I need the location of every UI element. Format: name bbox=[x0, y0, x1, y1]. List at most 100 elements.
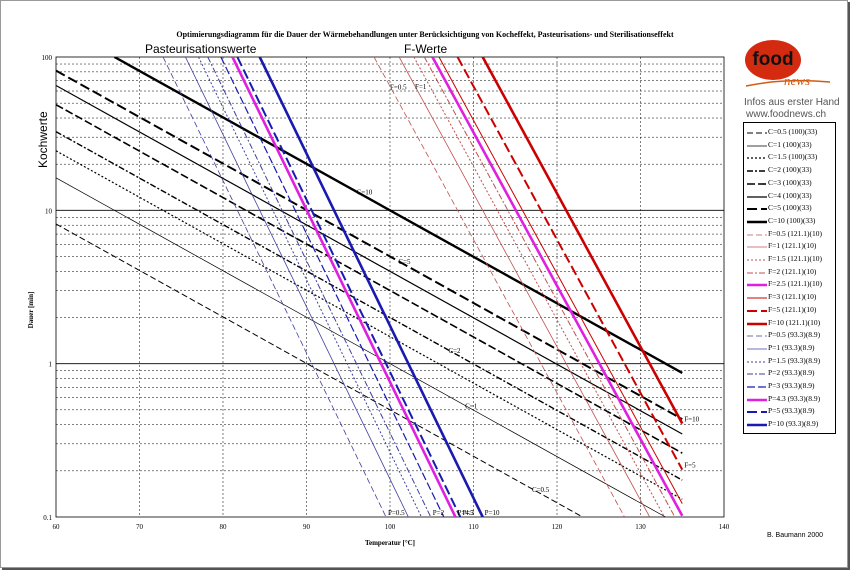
series-inline-label: F=5 bbox=[684, 462, 696, 470]
x-axis-label: Temperatur [°C] bbox=[365, 539, 415, 547]
legend-item: F=2 (121.1)(10) bbox=[744, 266, 835, 279]
legend-swatch bbox=[747, 297, 767, 299]
legend-item: P=1.5 (93.3)(8.9) bbox=[744, 355, 835, 368]
legend-item: C=1.5 (100)(33) bbox=[744, 151, 835, 164]
legend-label: P=3 (93.3)(8.9) bbox=[768, 381, 815, 390]
legend-item: P=10 (93.3)(8.9) bbox=[744, 418, 835, 431]
legend-swatch bbox=[747, 361, 767, 363]
legend-label: P=10 (93.3)(8.9) bbox=[768, 419, 819, 429]
legend-item: C=3 (100)(33) bbox=[744, 177, 835, 190]
legend-item: F=0.5 (121.1)(10) bbox=[744, 228, 835, 241]
legend-label: C=2 (100)(33) bbox=[768, 165, 812, 175]
series-inline-label: P=0.5 bbox=[388, 509, 405, 517]
legend-item: C=10 (100)(33) bbox=[744, 215, 835, 228]
legend-swatch bbox=[747, 309, 767, 312]
legend-label: F=2.5 (121.1)(10) bbox=[768, 279, 823, 289]
legend-item: P=3 (93.3)(8.9) bbox=[744, 380, 835, 393]
legend-label: F=1 (121.1)(10) bbox=[768, 241, 817, 251]
legend-item: F=1 (121.1)(10) bbox=[744, 240, 835, 253]
legend-label: C=3 (100)(33) bbox=[768, 177, 812, 187]
annotation-fwerte: F-Werte bbox=[404, 42, 447, 56]
x-tick-label: 90 bbox=[303, 523, 311, 531]
legend-swatch bbox=[747, 208, 767, 211]
legend-swatch bbox=[747, 423, 767, 427]
series-line bbox=[431, 57, 684, 517]
series-line bbox=[185, 57, 409, 517]
legend-swatch bbox=[747, 348, 767, 350]
curve-label: C=5 bbox=[398, 258, 411, 266]
x-tick-label: 60 bbox=[53, 523, 61, 531]
legend-label: F=10 (121.1)(10) bbox=[768, 317, 821, 327]
series-line bbox=[162, 57, 387, 517]
legend-label: P=1.5 (93.3)(8.9) bbox=[768, 355, 821, 365]
x-tick-label: 140 bbox=[719, 523, 730, 531]
series-group bbox=[56, 57, 684, 517]
series-line bbox=[398, 57, 651, 517]
legend-item: C=1 (100)(33) bbox=[744, 139, 835, 152]
legend-label: F=1.5 (121.1)(10) bbox=[768, 254, 823, 263]
series-line bbox=[56, 103, 683, 454]
curve-label: C=1 bbox=[465, 402, 478, 410]
x-tick-label: 110 bbox=[468, 523, 479, 531]
legend-label: F=3 (121.1)(10) bbox=[768, 292, 817, 302]
legend-item: F=1.5 (121.1)(10) bbox=[744, 253, 835, 266]
series-line bbox=[220, 57, 445, 517]
legend-item: P=4.3 (93.3)(8.9) bbox=[744, 393, 835, 406]
series-inline-label: P=5 bbox=[462, 509, 474, 517]
legend-swatch bbox=[747, 246, 767, 248]
legend-label: P=1 (93.3)(8.9) bbox=[768, 342, 815, 352]
series-line bbox=[373, 57, 625, 517]
legend-item: F=10 (121.1)(10) bbox=[744, 317, 835, 330]
chart-title: Optimierungsdiagramm für die Dauer der W… bbox=[176, 30, 674, 39]
legend-item: P=2 (93.3)(8.9) bbox=[744, 367, 835, 380]
series-line bbox=[56, 131, 683, 481]
x-tick-label: 120 bbox=[552, 523, 563, 531]
x-tick-label: 100 bbox=[385, 523, 396, 531]
series-inline-label: P=4.3 bbox=[457, 509, 474, 517]
legend-label: C=4 (100)(33) bbox=[768, 190, 812, 200]
series-inline-label: F=10 bbox=[684, 415, 699, 423]
x-tick-label: 80 bbox=[220, 523, 228, 531]
legend-swatch bbox=[747, 132, 767, 134]
series-inline-label: P=2 bbox=[433, 509, 445, 517]
series-line bbox=[438, 57, 683, 504]
legend-swatch bbox=[747, 411, 767, 414]
plot-area bbox=[55, 56, 725, 518]
series-inline-label: P=10 bbox=[485, 509, 500, 517]
curve-label: C=10 bbox=[357, 189, 373, 197]
series-line bbox=[236, 57, 462, 517]
legend-swatch bbox=[747, 335, 767, 337]
inline-labels: F=5 F=10 P=0.5 P=2 P=4.3P=5 P=10 C=10 C=5 C=2 C=1… bbox=[357, 83, 700, 517]
legend-swatch bbox=[747, 145, 767, 147]
legend-swatch bbox=[747, 195, 767, 198]
x-tick-label: 70 bbox=[136, 523, 144, 531]
legend-swatch bbox=[747, 259, 767, 261]
legend-item: C=5 (100)(33) bbox=[744, 202, 835, 215]
legend-label: C=5 (100)(33) bbox=[768, 203, 812, 213]
legend-item: F=2.5 (121.1)(10) bbox=[744, 278, 835, 291]
y-tick-label: 10 bbox=[45, 207, 53, 215]
curve-label: C=0.5 bbox=[532, 486, 550, 494]
y-tick-label: 100 bbox=[42, 54, 53, 62]
series-line bbox=[456, 57, 684, 471]
author-credit: B. Baumann 2000 bbox=[767, 532, 824, 539]
legend-item: C=0.5 (100)(33) bbox=[744, 126, 835, 139]
series-line bbox=[198, 57, 422, 517]
legend-swatch bbox=[747, 398, 767, 401]
legend-label: C=10 (100)(33) bbox=[768, 215, 816, 225]
legend-item: F=3 (121.1)(10) bbox=[744, 291, 835, 304]
curve-label: F=0.5 bbox=[390, 83, 407, 91]
legend-item: P=1 (93.3)(8.9) bbox=[744, 342, 835, 355]
series-line bbox=[56, 69, 683, 420]
y-tick-label: 1 bbox=[49, 361, 53, 369]
legend-swatch bbox=[747, 220, 767, 224]
curve-label: C=2 bbox=[448, 347, 461, 355]
logo-url: www.foodnews.ch bbox=[746, 109, 827, 120]
series-line bbox=[423, 57, 676, 517]
legend-item: C=4 (100)(33) bbox=[744, 190, 835, 203]
x-tick-label: 130 bbox=[635, 523, 646, 531]
y-tick-label: 0.1 bbox=[43, 514, 52, 522]
